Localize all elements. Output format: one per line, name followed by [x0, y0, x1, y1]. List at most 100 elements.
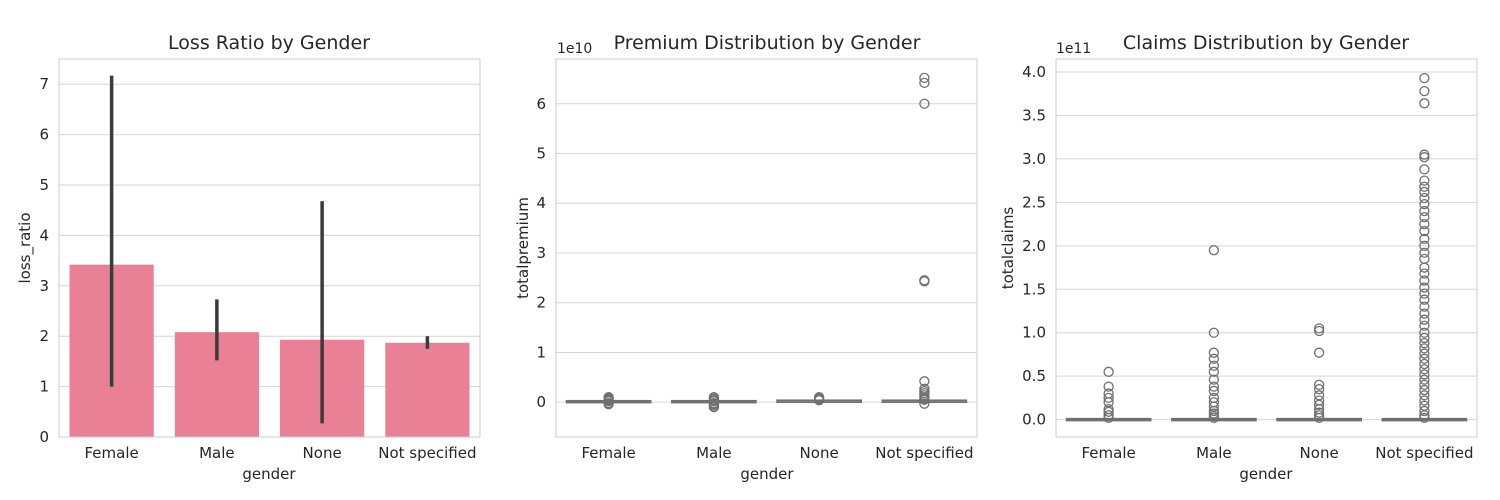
outlier-point	[1419, 384, 1430, 396]
outlier-point	[1103, 366, 1114, 377]
outlier-point	[1313, 347, 1325, 358]
plot-area	[565, 72, 968, 413]
outlier-point	[1419, 98, 1430, 109]
y-tick-labels: 0 1 2 3 4 5 6	[536, 95, 546, 411]
outlier-point	[1419, 275, 1430, 286]
x-tick-label: Not specified	[1375, 444, 1473, 462]
x-tick-label: None	[1300, 444, 1339, 462]
outlier-point	[1419, 225, 1430, 237]
outlier-point	[1419, 218, 1430, 230]
chart-title: Claims Distribution by Gender	[1123, 32, 1409, 54]
x-tick-label: None	[303, 444, 342, 462]
axes-frame	[58, 58, 481, 438]
outlier-point	[1419, 348, 1430, 359]
outlier-point	[1313, 407, 1325, 418]
plot-area	[1065, 72, 1468, 424]
y-tick-label: 3	[39, 277, 49, 295]
outlier-point	[1208, 405, 1220, 417]
outlier-point	[1419, 294, 1430, 305]
y-tick-label: 1	[39, 378, 49, 396]
y-tick-labels: 0.0 0.5 1.0 1.5 2.0 2.5 3.0 3.5 4.0	[1022, 63, 1046, 429]
x-tick-label: Male	[696, 444, 732, 462]
y-tick-label: 5	[39, 176, 49, 194]
outlier-point	[1419, 369, 1430, 380]
y-tick-label: 4	[536, 194, 546, 212]
gridlines	[556, 103, 977, 403]
outlier-point	[1419, 412, 1430, 424]
outlier-point	[1419, 364, 1430, 375]
x-tick-labels: Female Male None Not specified	[582, 444, 974, 462]
outlier-point	[919, 376, 930, 387]
outlier-point	[1419, 301, 1430, 312]
outlier-point	[1419, 186, 1430, 198]
x-tick-label: Male	[1196, 444, 1232, 462]
y-tick-label: 4.0	[1022, 63, 1046, 81]
x-axis-label: gender	[242, 465, 296, 483]
x-tick-label: Not specified	[875, 444, 973, 462]
outlier-point	[1419, 247, 1430, 258]
x-axis-label: gender	[740, 465, 794, 483]
outlier-point	[1419, 400, 1430, 411]
outlier-point	[1208, 360, 1220, 371]
outlier-point	[1419, 395, 1430, 406]
outlier-point	[1208, 245, 1220, 256]
outlier-point	[919, 398, 930, 409]
outlier-point	[1103, 392, 1114, 404]
x-tick-labels: Female Male None Not specified	[1082, 444, 1474, 462]
outlier-point	[603, 399, 614, 410]
outlier-point	[1419, 198, 1430, 210]
x-tick-label: Not specified	[378, 444, 476, 462]
y-axis-label: loss_ratio	[16, 212, 35, 283]
outlier-point	[1419, 72, 1430, 84]
outlier-point	[813, 395, 825, 406]
x-tick-label: Male	[199, 444, 235, 462]
y-offset-label: 1e10	[557, 41, 592, 57]
outlier-point	[1419, 405, 1430, 417]
chart-title: Premium Distribution by Gender	[614, 32, 921, 54]
bar	[385, 342, 470, 437]
outlier-point	[1419, 240, 1430, 251]
outlier-point	[1419, 175, 1430, 186]
outlier-point	[1419, 86, 1430, 97]
outlier-point	[1208, 327, 1220, 338]
outlier-point	[1419, 205, 1430, 217]
outlier-point	[919, 77, 930, 89]
outlier-point	[1419, 358, 1430, 370]
outlier-point	[1419, 320, 1430, 331]
outlier-point	[1313, 323, 1325, 334]
x-tick-labels: Female Male None Not specified	[85, 444, 477, 462]
outlier-point	[1103, 412, 1114, 424]
y-tick-label: 6	[39, 126, 49, 144]
outlier-point	[1419, 282, 1430, 293]
y-tick-label: 2	[536, 294, 546, 312]
outlier-point	[1103, 406, 1114, 417]
outlier-point	[708, 402, 720, 413]
y-tick-label: 3.5	[1022, 106, 1046, 124]
outlier-point	[1419, 262, 1430, 273]
outlier-point	[1313, 390, 1325, 401]
x-tick-label: None	[800, 444, 839, 462]
y-tick-label: 0	[536, 393, 546, 411]
y-tick-label: 0	[39, 428, 49, 446]
outlier-point	[1419, 379, 1430, 391]
x-tick-label: Female	[582, 444, 636, 462]
y-tick-label: 6	[536, 95, 546, 113]
outlier-point	[1419, 212, 1430, 223]
y-tick-label: 1.0	[1022, 324, 1046, 342]
y-tick-label: 0.0	[1022, 411, 1046, 429]
y-tick-label: 3	[536, 244, 546, 262]
outlier-point	[1419, 181, 1430, 192]
y-tick-label: 2.5	[1022, 193, 1046, 211]
outlier-point	[1419, 374, 1430, 385]
outlier-point	[1313, 384, 1325, 395]
plot-area	[69, 75, 470, 437]
outlier-point	[1419, 192, 1430, 204]
y-tick-labels: 0 1 2 3 4 5 6 7	[39, 75, 49, 446]
outlier-point	[1419, 343, 1430, 354]
outlier-point	[1103, 410, 1114, 421]
chart-title: Loss Ratio by Gender	[168, 32, 370, 54]
y-tick-label: 1	[536, 343, 546, 361]
outlier-point	[1419, 268, 1430, 279]
outlier-point	[1419, 338, 1430, 349]
y-offset-label: 1e11	[1056, 41, 1091, 57]
